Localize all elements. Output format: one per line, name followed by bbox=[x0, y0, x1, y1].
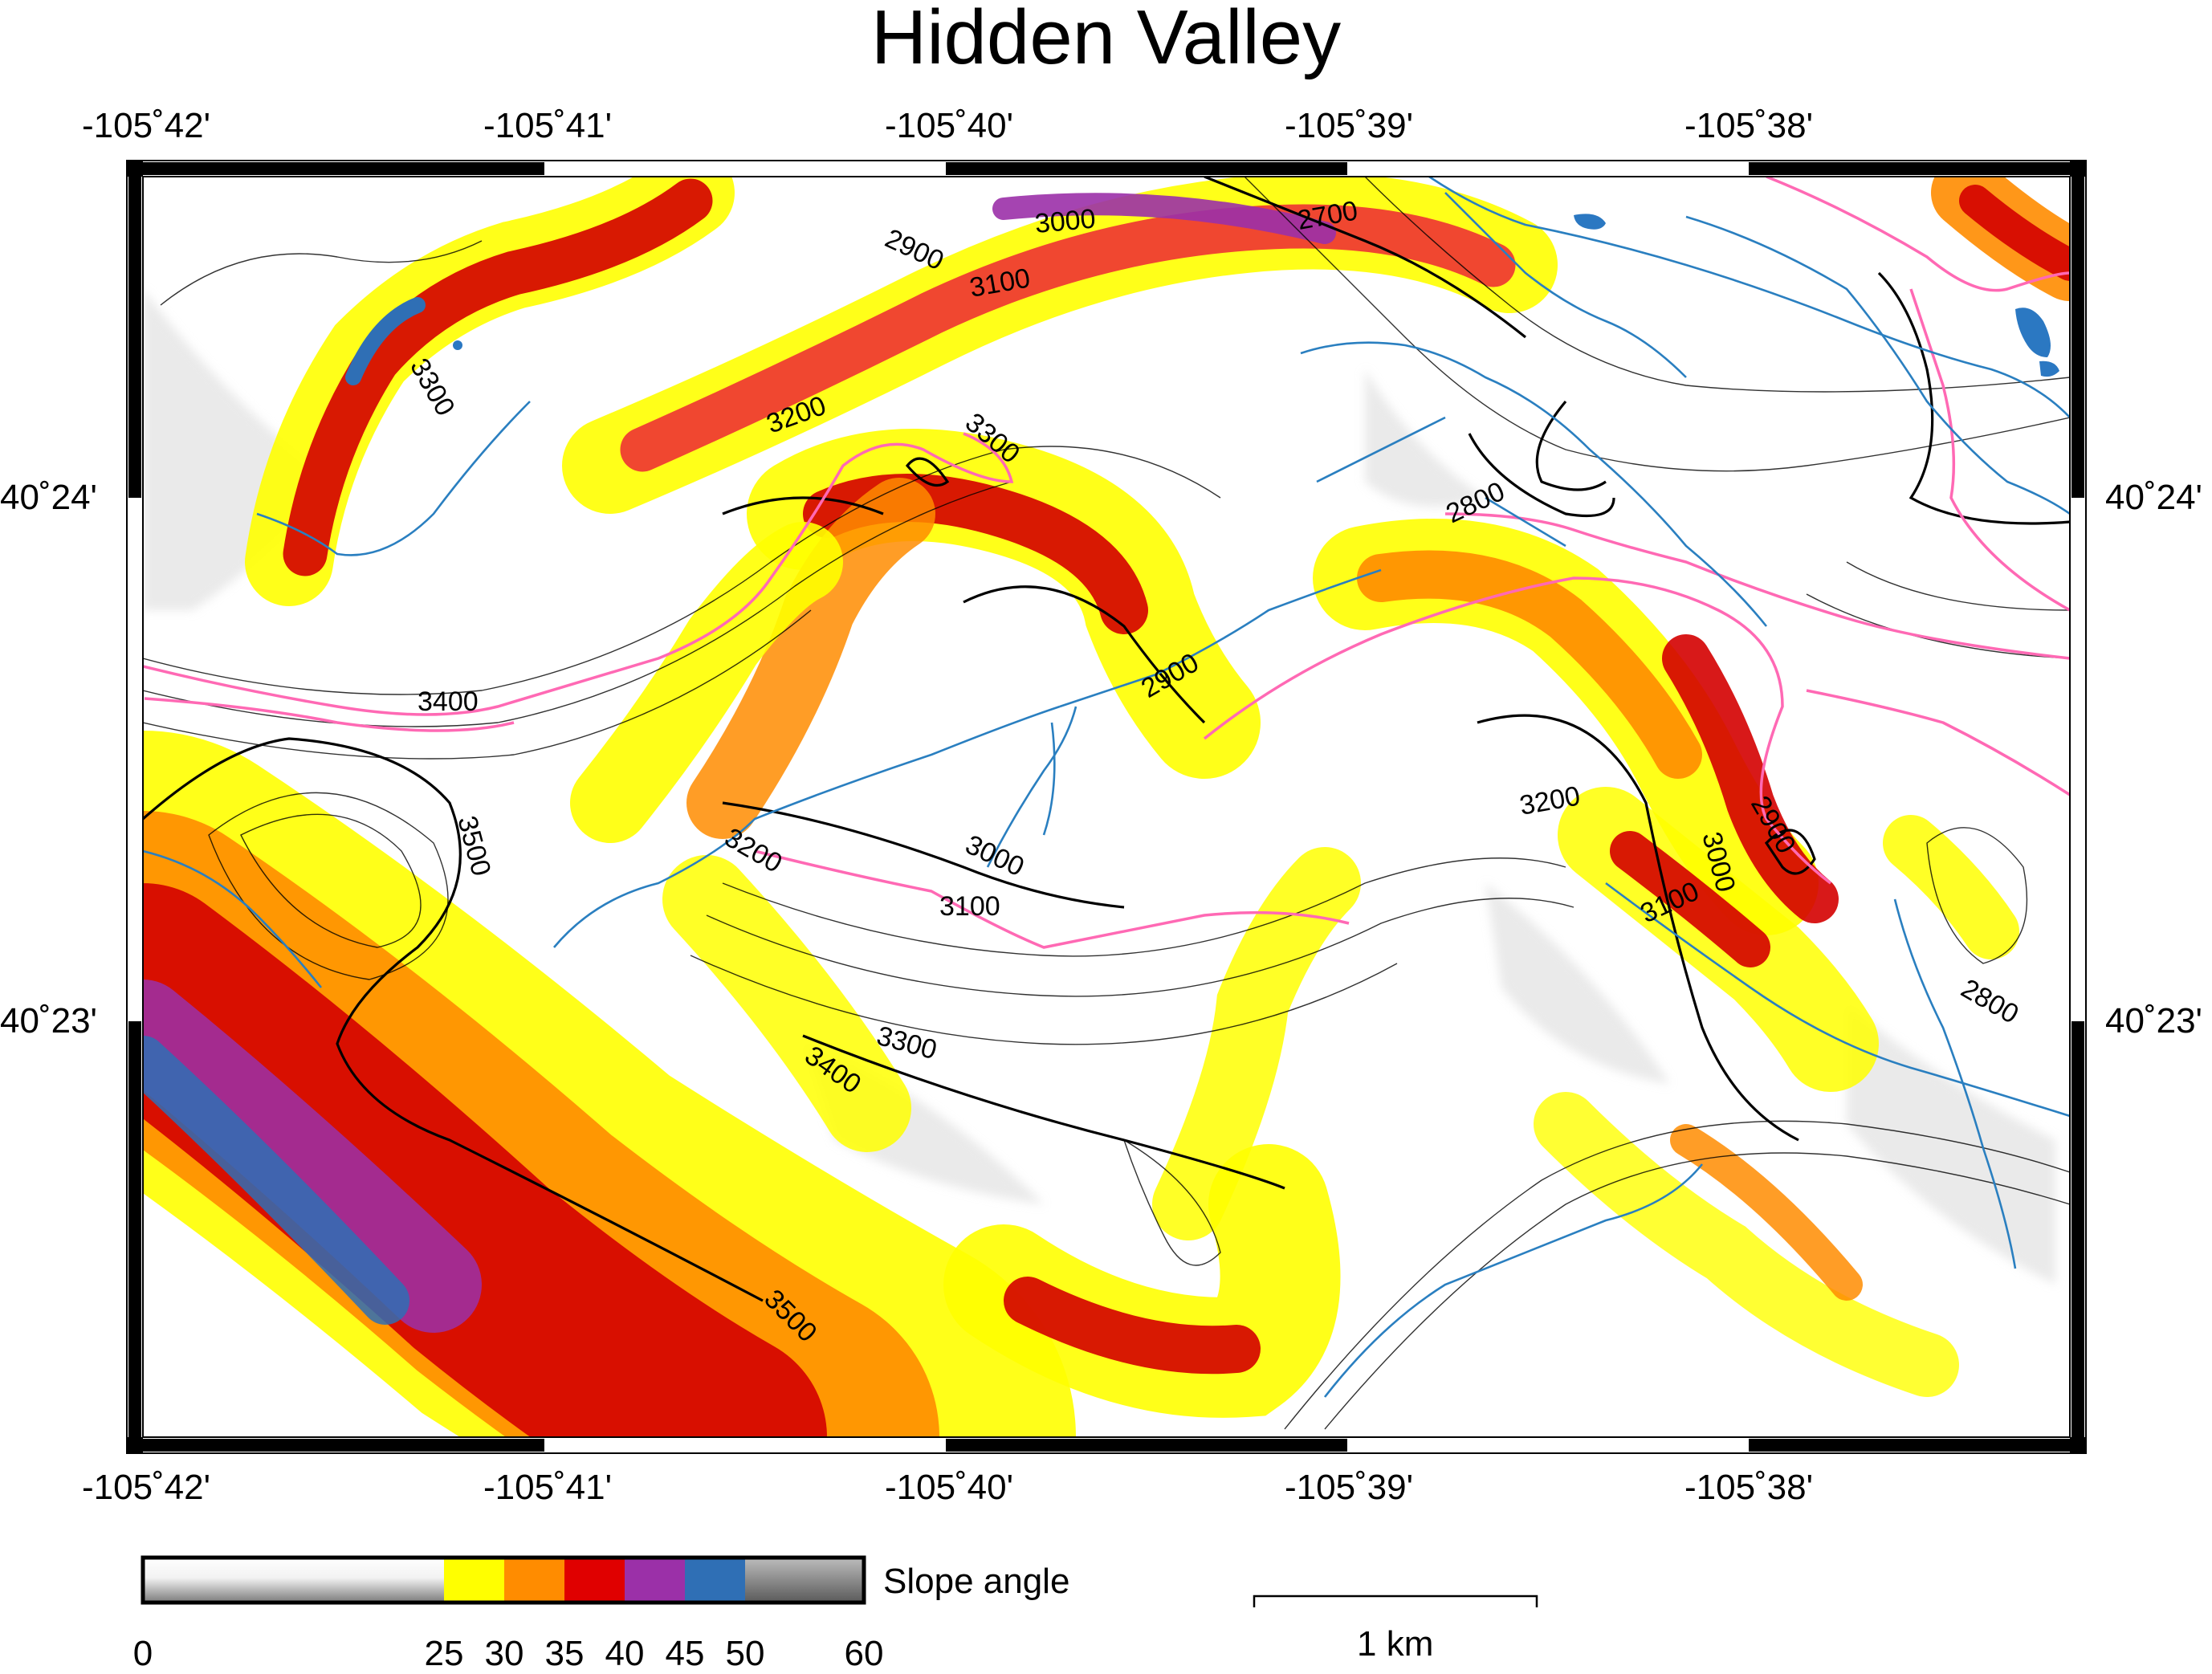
colorbar-tick: 60 bbox=[844, 1634, 884, 1673]
lon-tick-bottom-4: -105˚39' bbox=[1284, 1468, 1414, 1507]
lon-tick-bottom-3: -105˚40' bbox=[884, 1468, 1014, 1507]
contour-label: 3000 bbox=[1033, 204, 1097, 239]
lon-tick-bottom-5: -105˚38' bbox=[1684, 1468, 1814, 1507]
colorbar-tick: 0 bbox=[132, 1634, 153, 1673]
colorbar-swatch-50-60 bbox=[745, 1558, 864, 1603]
streams bbox=[143, 177, 2070, 1398]
slope-shading bbox=[143, 177, 2070, 1437]
colorbar-tick: 40 bbox=[605, 1634, 645, 1673]
lat-tick-right-1: 40˚24' bbox=[2105, 478, 2202, 517]
lon-tick-top-2: -105˚41' bbox=[483, 106, 613, 145]
contour-lines bbox=[143, 177, 2070, 1430]
colorbar-tick: 45 bbox=[665, 1634, 705, 1673]
scale-bar-label: 1 km bbox=[1357, 1624, 1434, 1664]
lon-tick-top-5: -105˚38' bbox=[1684, 106, 1814, 145]
colorbar-swatch-40-45 bbox=[625, 1558, 685, 1603]
contour-label: 3100 bbox=[939, 891, 1000, 922]
colorbar-swatch-25-30 bbox=[444, 1558, 504, 1603]
contour-label: 3400 bbox=[418, 686, 479, 717]
scale-bar bbox=[1253, 1595, 1538, 1607]
lon-tick-bottom-2: -105˚41' bbox=[483, 1468, 613, 1507]
lon-tick-bottom-1: -105˚42' bbox=[81, 1468, 211, 1507]
colorbar-tick: 25 bbox=[424, 1634, 464, 1673]
colorbar-tick: 30 bbox=[484, 1634, 524, 1673]
colorbar-swatch-45-50 bbox=[685, 1558, 745, 1603]
lat-tick-left-2: 40˚23' bbox=[0, 1001, 97, 1041]
pink-trails bbox=[143, 177, 2070, 949]
lakes bbox=[453, 214, 2059, 377]
colorbar-swatch-35-40 bbox=[564, 1558, 625, 1603]
colorbar-label: Slope angle bbox=[883, 1562, 1070, 1601]
map-frame bbox=[126, 160, 2087, 1454]
lon-tick-top-4: -105˚39' bbox=[1284, 106, 1414, 145]
colorbar-tick: 50 bbox=[725, 1634, 765, 1673]
colorbar-tick: 35 bbox=[544, 1634, 585, 1673]
lat-tick-right-2: 40˚23' bbox=[2105, 1001, 2202, 1041]
colorbar bbox=[141, 1555, 866, 1605]
index-contours bbox=[143, 177, 2070, 1302]
lon-tick-top-3: -105˚40' bbox=[884, 106, 1014, 145]
lat-tick-left-1: 40˚24' bbox=[0, 478, 97, 517]
map-title: Hidden Valley bbox=[870, 0, 1342, 80]
colorbar-swatch-30-35 bbox=[504, 1558, 564, 1603]
lon-tick-top-1: -105˚42' bbox=[81, 106, 211, 145]
